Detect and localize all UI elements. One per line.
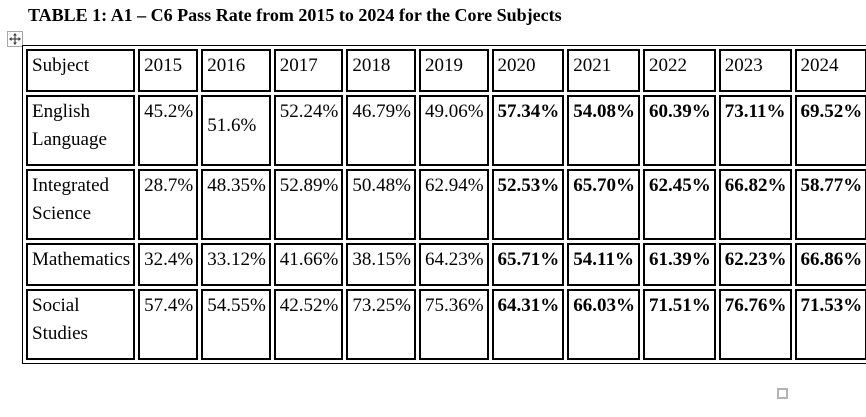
cell-mathematics-2024[interactable]: 66.86% xyxy=(794,243,866,286)
cell-english-language-2022[interactable]: 60.39% xyxy=(643,95,716,166)
cell-integrated-science-2017[interactable]: 52.89% xyxy=(273,169,344,240)
cell-social-studies-2023[interactable]: 76.76% xyxy=(718,289,792,360)
cell-social-studies-2024[interactable]: 71.53% xyxy=(794,289,866,360)
cell-social-studies-2020[interactable]: 64.31% xyxy=(491,289,565,360)
cell-english-language-2015[interactable]: 45.2% xyxy=(138,95,199,166)
table-row-mathematics: Mathematics 32.4% 33.12% 41.66% 38.15% 64.23%… xyxy=(26,243,866,286)
table-move-handle[interactable] xyxy=(7,31,23,47)
cell-integrated-science-2024[interactable]: 58.77% xyxy=(794,169,866,240)
cell-english-language-2018[interactable]: 46.79% xyxy=(346,95,416,166)
cell-mathematics-2017[interactable]: 41.66% xyxy=(273,243,344,286)
cell-social-studies-2015[interactable]: 57.4% xyxy=(138,289,199,360)
pass-rate-table: Subject 2015 2016 2017 2018 2019 2020 2021 2022 2… xyxy=(22,45,866,364)
column-header-2016[interactable]: 2016 xyxy=(201,49,271,92)
cell-social-studies-2017[interactable]: 42.52% xyxy=(273,289,344,360)
cell-mathematics-2022[interactable]: 61.39% xyxy=(643,243,716,286)
cell-mathematics-2020[interactable]: 65.71% xyxy=(491,243,565,286)
cell-english-language-2020[interactable]: 57.34% xyxy=(491,95,565,166)
column-header-2023[interactable]: 2023 xyxy=(718,49,792,92)
cell-social-studies-2016[interactable]: 54.55% xyxy=(201,289,271,360)
cell-english-language-2019[interactable]: 49.06% xyxy=(418,95,489,166)
table-row-social-studies: Social Studies 57.4% 54.55% 42.52% 73.25% 75.… xyxy=(26,289,866,360)
cell-integrated-science-2015[interactable]: 28.7% xyxy=(138,169,199,240)
cell-social-studies-2021[interactable]: 66.03% xyxy=(567,289,641,360)
cell-english-language-2021[interactable]: 54.08% xyxy=(567,95,641,166)
cell-english-language-2024[interactable]: 69.52% xyxy=(794,95,866,166)
move-icon xyxy=(9,33,21,45)
cell-subject-english-language[interactable]: English Language xyxy=(26,95,136,166)
table-row-english-language: English Language 45.2% 51.6% 52.24% 46.79% 49… xyxy=(26,95,866,166)
column-header-2024[interactable]: 2024 xyxy=(794,49,866,92)
column-header-2020[interactable]: 2020 xyxy=(491,49,565,92)
table-row-integrated-science: Integrated Science 28.7% 48.35% 52.89% 50.48… xyxy=(26,169,866,240)
column-header-2022[interactable]: 2022 xyxy=(643,49,716,92)
cell-integrated-science-2016[interactable]: 48.35% xyxy=(201,169,271,240)
table-title: TABLE 1: A1 – C6 Pass Rate from 2015 to … xyxy=(28,5,562,25)
column-header-2017[interactable]: 2017 xyxy=(273,49,344,92)
cell-integrated-science-2021[interactable]: 65.70% xyxy=(567,169,641,240)
cell-integrated-science-2022[interactable]: 62.45% xyxy=(643,169,716,240)
column-header-2019[interactable]: 2019 xyxy=(418,49,489,92)
cell-english-language-2023[interactable]: 73.11% xyxy=(718,95,792,166)
cell-integrated-science-2023[interactable]: 66.82% xyxy=(718,169,792,240)
cell-social-studies-2022[interactable]: 71.51% xyxy=(643,289,716,360)
column-header-2018[interactable]: 2018 xyxy=(346,49,416,92)
cell-mathematics-2019[interactable]: 64.23% xyxy=(418,243,489,286)
cell-mathematics-2016[interactable]: 33.12% xyxy=(201,243,271,286)
cell-integrated-science-2019[interactable]: 62.94% xyxy=(418,169,489,240)
cell-subject-mathematics[interactable]: Mathematics xyxy=(26,243,136,286)
cell-social-studies-2019[interactable]: 75.36% xyxy=(418,289,489,360)
cell-subject-social-studies[interactable]: Social Studies xyxy=(26,289,136,360)
cell-social-studies-2018[interactable]: 73.25% xyxy=(346,289,416,360)
table-resize-handle[interactable] xyxy=(777,388,788,399)
header-row: Subject 2015 2016 2017 2018 2019 2020 2021 2022 2… xyxy=(26,49,866,92)
column-header-2021[interactable]: 2021 xyxy=(567,49,641,92)
column-header-subject[interactable]: Subject xyxy=(26,49,136,92)
cell-mathematics-2018[interactable]: 38.15% xyxy=(346,243,416,286)
cell-mathematics-2023[interactable]: 62.23% xyxy=(718,243,792,286)
cell-english-language-2017[interactable]: 52.24% xyxy=(273,95,344,166)
cell-mathematics-2021[interactable]: 54.11% xyxy=(567,243,641,286)
cell-integrated-science-2020[interactable]: 52.53% xyxy=(491,169,565,240)
cell-mathematics-2015[interactable]: 32.4% xyxy=(138,243,199,286)
cell-english-language-2016[interactable]: 51.6% xyxy=(201,95,271,166)
column-header-2015[interactable]: 2015 xyxy=(138,49,199,92)
cell-subject-integrated-science[interactable]: Integrated Science xyxy=(26,169,136,240)
cell-integrated-science-2018[interactable]: 50.48% xyxy=(346,169,416,240)
